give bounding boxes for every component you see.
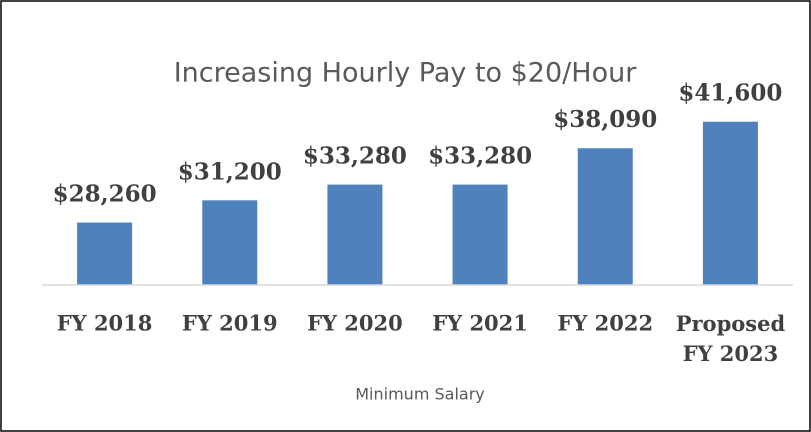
data-label: $41,600 (678, 80, 782, 107)
data-label: $33,280 (428, 143, 532, 170)
data-label: $33,280 (303, 143, 407, 170)
x-tick-label: FY 2020 (307, 311, 403, 336)
chart-title: Increasing Hourly Pay to $20/Hour (174, 58, 638, 89)
bar (452, 184, 508, 285)
x-tick-label: FY 2022 (557, 311, 653, 336)
x-tick-label: Proposed FY 2023 (676, 311, 786, 366)
data-label: $28,260 (53, 181, 157, 208)
bar (77, 222, 133, 285)
x-tick-label: FY 2018 (57, 311, 153, 336)
x-tick-label: FY 2021 (432, 311, 528, 336)
data-label: $38,090 (553, 106, 657, 133)
bar (577, 148, 633, 285)
x-tick-label: FY 2019 (182, 311, 278, 336)
bar (202, 200, 258, 285)
bar (327, 184, 383, 285)
x-axis-label: Minimum Salary (355, 385, 485, 404)
bar (702, 121, 758, 285)
data-label: $31,200 (178, 158, 282, 185)
